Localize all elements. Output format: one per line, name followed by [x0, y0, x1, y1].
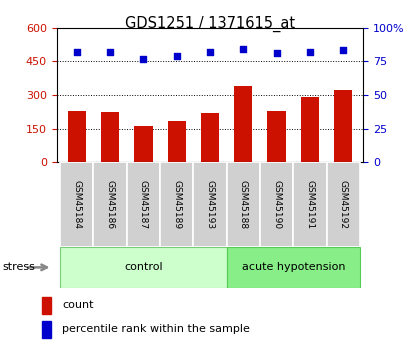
Bar	[42, 321, 51, 338]
FancyBboxPatch shape	[227, 162, 260, 247]
Point	[240, 46, 247, 52]
FancyBboxPatch shape	[160, 162, 193, 247]
FancyBboxPatch shape	[60, 162, 93, 247]
Text: GSM45192: GSM45192	[339, 180, 348, 229]
Bar	[42, 297, 51, 314]
Text: control: control	[124, 263, 163, 272]
Point	[273, 50, 280, 56]
FancyBboxPatch shape	[227, 247, 360, 288]
Text: stress: stress	[2, 263, 35, 272]
Point	[307, 49, 313, 55]
Bar	[68, 110, 86, 162]
Text: percentile rank within the sample: percentile rank within the sample	[62, 324, 250, 334]
Text: GSM45190: GSM45190	[272, 180, 281, 229]
Point	[107, 49, 113, 55]
Text: GSM45187: GSM45187	[139, 180, 148, 229]
Point	[140, 56, 147, 61]
Bar	[268, 110, 286, 162]
Bar	[134, 126, 152, 162]
Bar	[168, 121, 186, 162]
Bar	[334, 90, 352, 162]
Bar	[301, 97, 319, 162]
FancyBboxPatch shape	[60, 247, 227, 288]
Point	[173, 53, 180, 59]
FancyBboxPatch shape	[293, 162, 327, 247]
Bar	[101, 112, 119, 162]
Text: GDS1251 / 1371615_at: GDS1251 / 1371615_at	[125, 16, 295, 32]
Text: acute hypotension: acute hypotension	[241, 263, 345, 272]
Text: count: count	[62, 300, 94, 310]
Text: GSM45191: GSM45191	[305, 180, 315, 229]
Point	[340, 48, 346, 53]
Text: GSM45188: GSM45188	[239, 180, 248, 229]
Bar	[201, 113, 219, 162]
Bar	[234, 86, 252, 162]
FancyBboxPatch shape	[93, 162, 127, 247]
Text: GSM45193: GSM45193	[205, 180, 215, 229]
FancyBboxPatch shape	[193, 162, 227, 247]
Text: GSM45184: GSM45184	[72, 180, 81, 229]
Point	[74, 49, 80, 55]
Point	[207, 49, 213, 55]
FancyBboxPatch shape	[327, 162, 360, 247]
Text: GSM45189: GSM45189	[172, 180, 181, 229]
FancyBboxPatch shape	[260, 162, 293, 247]
Text: GSM45186: GSM45186	[105, 180, 115, 229]
FancyBboxPatch shape	[127, 162, 160, 247]
